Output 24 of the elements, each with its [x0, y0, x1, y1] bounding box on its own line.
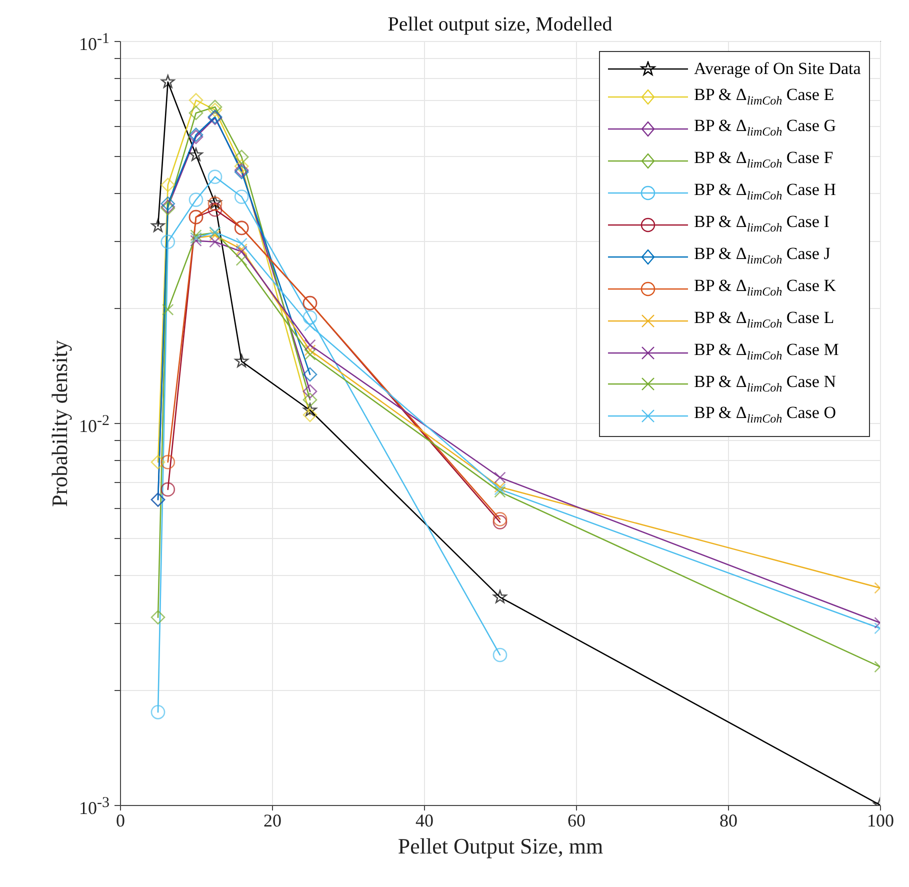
- legend-label: BP & Δ$_{limCoh}$ Case L: [694, 306, 834, 332]
- legend-label: BP & Δ$_{limCoh}$ Case G: [694, 115, 836, 141]
- y-tick-label: 10$^{-2}$: [79, 412, 110, 436]
- legend-label: BP & Δ$_{limCoh}$ Case J: [694, 242, 830, 268]
- x-tick-label: 40: [416, 810, 434, 830]
- y-tick-label: 10$^{-1}$: [79, 30, 110, 54]
- x-tick-label: 100: [867, 810, 894, 830]
- x-tick-label: 20: [264, 810, 282, 830]
- legend-label: BP & Δ$_{limCoh}$ Case M: [694, 338, 839, 364]
- legend-label: BP & Δ$_{limCoh}$ Case I: [694, 211, 830, 236]
- legend-label: BP & Δ$_{limCoh}$ Case O: [694, 402, 836, 428]
- x-tick-label: 60: [568, 810, 586, 830]
- x-tick-label: 0: [116, 810, 125, 830]
- y-axis-title: Probability density: [47, 340, 72, 507]
- chart-title: Pellet output size, Modelled: [388, 14, 612, 36]
- legend-label: Average of On Site Data: [694, 58, 861, 80]
- x-axis-title: Pellet Output Size, mm: [398, 834, 604, 858]
- y-tick-label: 10$^{-3}$: [79, 794, 110, 818]
- legend-label: BP & Δ$_{limCoh}$ Case F: [694, 147, 834, 173]
- legend-label: BP & Δ$_{limCoh}$ Case E: [694, 84, 834, 109]
- legend-label: BP & Δ$_{limCoh}$ Case N: [694, 370, 836, 396]
- x-tick-label: 80: [720, 810, 738, 830]
- legend-label: BP & Δ$_{limCoh}$ Case H: [694, 179, 836, 205]
- legend-label: BP & Δ$_{limCoh}$ Case K: [694, 274, 836, 300]
